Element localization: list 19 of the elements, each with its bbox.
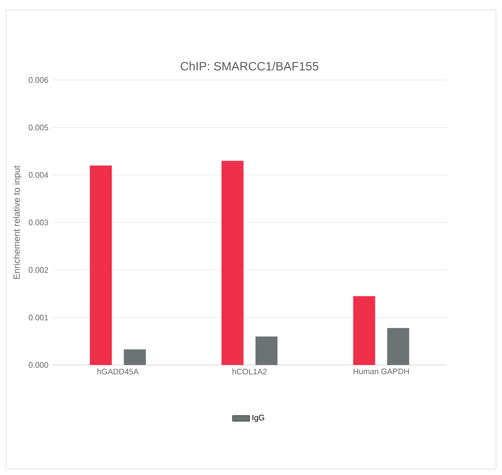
bar xyxy=(222,160,244,365)
chart-title: ChIP: SMARCC1/BAF155 xyxy=(180,62,318,70)
bar xyxy=(124,349,146,365)
x-tick-label: Human GAPDH xyxy=(354,368,409,374)
y-tick-label: 0.006 xyxy=(28,77,48,83)
bar xyxy=(387,328,410,365)
y-tick-label: 0.003 xyxy=(28,220,48,226)
y-tick-label: 0.001 xyxy=(28,314,48,320)
x-tick-label: hCOL1A2 xyxy=(232,368,267,374)
y-tick-label: 0.002 xyxy=(28,267,48,273)
x-tick-label: hGADD45A xyxy=(97,368,139,374)
y-tick-label: 0.000 xyxy=(28,362,48,368)
bar xyxy=(90,166,112,365)
bar xyxy=(353,296,376,365)
y-axis-title: Enrichement relative to input xyxy=(13,166,22,279)
y-tick-label: 0.005 xyxy=(28,124,48,130)
bar xyxy=(256,336,278,365)
legend-label: IgG xyxy=(252,414,264,422)
y-tick-label: 0.004 xyxy=(28,172,48,178)
